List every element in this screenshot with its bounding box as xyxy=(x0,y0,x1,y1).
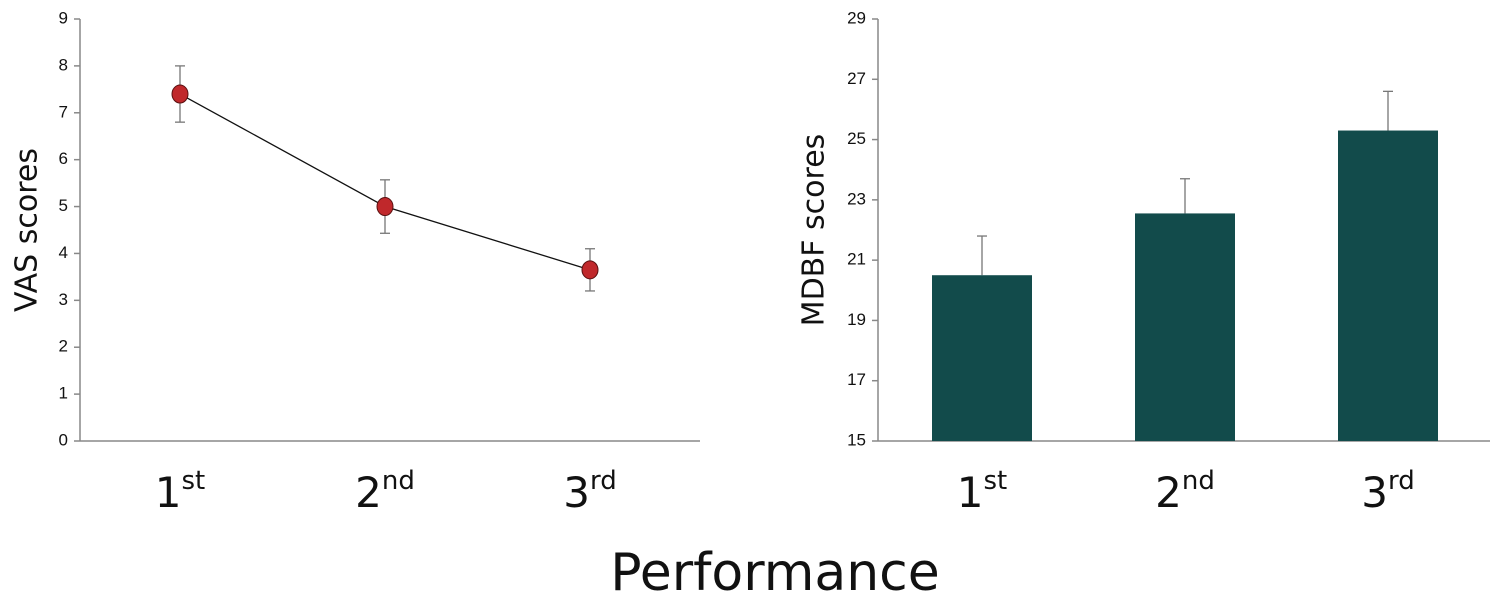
marker xyxy=(171,84,189,104)
y-tick-label: 19 xyxy=(847,310,866,329)
y-tick-label: 3 xyxy=(59,290,68,309)
x-tick-label: 2nd xyxy=(355,466,415,517)
y-tick-label: 1 xyxy=(59,384,68,403)
marker xyxy=(581,260,599,280)
y-tick-label: 7 xyxy=(59,102,68,121)
y-tick-label: 25 xyxy=(847,129,866,148)
y-tick-label: 23 xyxy=(847,189,866,208)
y-tick-label: 6 xyxy=(59,149,68,168)
x-tick-label: 2nd xyxy=(1155,466,1215,517)
y-tick-label: 5 xyxy=(59,196,68,215)
bar xyxy=(1135,213,1235,441)
x-tick-label: 1st xyxy=(957,466,1007,517)
y-tick-label: 21 xyxy=(847,250,866,269)
marker xyxy=(376,197,394,217)
bar xyxy=(932,275,1032,441)
y-tick-label: 15 xyxy=(847,430,866,449)
y-tick-label: 9 xyxy=(59,8,68,27)
x-tick-label: 1st xyxy=(155,466,205,517)
y-tick-label: 29 xyxy=(847,8,866,27)
y-tick-label: 0 xyxy=(59,430,68,449)
y-axis-label: VAS scores xyxy=(10,148,45,312)
bar xyxy=(1338,130,1438,441)
y-tick-label: 2 xyxy=(59,337,68,356)
y-tick-label: 4 xyxy=(59,243,68,262)
y-tick-label: 8 xyxy=(59,55,68,74)
x-axis-label: Performance xyxy=(610,543,940,603)
y-tick-label: 27 xyxy=(847,69,866,88)
y-tick-label: 17 xyxy=(847,370,866,389)
x-tick-label: 3rd xyxy=(1361,466,1414,517)
y-axis-label: MDBF scores xyxy=(797,134,832,327)
x-tick-label: 3rd xyxy=(563,466,616,517)
